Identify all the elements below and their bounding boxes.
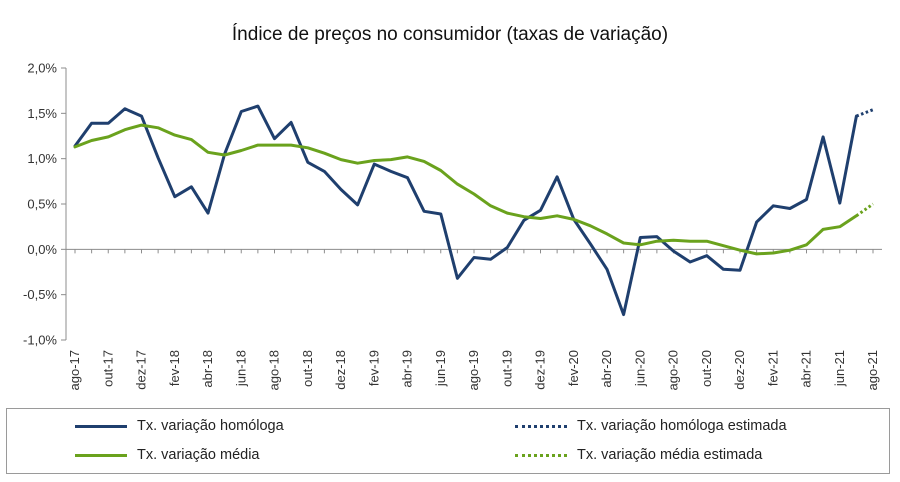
series-layer xyxy=(73,104,874,317)
legend-label-media: Tx. variação média xyxy=(137,447,260,463)
x-tick-label: dez-17 xyxy=(134,350,149,390)
legend-swatch-homologa xyxy=(75,424,127,428)
x-tick-label: dez-19 xyxy=(533,350,548,390)
legend: Tx. variação homóloga Tx. variação homól… xyxy=(6,408,890,474)
x-tick-label: jun-20 xyxy=(632,350,647,387)
line-chart: 2,0% 1,5% 1,0% 0,5% 0,0% -0,5% -1,0% ago-17 out… xyxy=(23,61,882,390)
y-tick-label: 1,0% xyxy=(27,151,57,166)
legend-swatch-homologa-estimada xyxy=(515,424,567,428)
x-tick-label: ago-21 xyxy=(865,350,880,390)
x-tick-label: abr-19 xyxy=(400,350,415,388)
series-line-1 xyxy=(855,108,874,118)
x-tick-label: jun-21 xyxy=(832,350,847,387)
legend-item-media-estimada: Tx. variação média estimada xyxy=(515,447,762,463)
x-tick-label: dez-18 xyxy=(333,350,348,390)
legend-label-homologa-estimada: Tx. variação homóloga estimada xyxy=(577,418,787,434)
legend-label-homologa: Tx. variação homóloga xyxy=(137,418,284,434)
x-tick-label: fev-20 xyxy=(566,350,581,386)
y-tick-labels: 2,0% 1,5% 1,0% 0,5% 0,0% -0,5% -1,0% xyxy=(23,61,57,348)
legend-item-media: Tx. variação média xyxy=(75,447,260,463)
x-tick-label: out-18 xyxy=(300,350,315,387)
x-tick-label: ago-20 xyxy=(666,350,681,390)
x-tick-label: out-19 xyxy=(499,350,514,387)
legend-item-homologa-estimada: Tx. variação homóloga estimada xyxy=(515,418,787,434)
x-tick-label: out-17 xyxy=(100,350,115,387)
y-tick-label: 0,5% xyxy=(27,197,57,212)
chart-title: Índice de preços no consumidor (taxas de… xyxy=(231,24,669,45)
y-tick-label: -0,5% xyxy=(23,287,57,302)
x-tick-label: abr-18 xyxy=(200,350,215,388)
x-tick-label: jun-18 xyxy=(233,350,248,387)
y-tick-label: 2,0% xyxy=(27,61,57,76)
x-tick-label: ago-18 xyxy=(267,350,282,390)
y-tick-label: -1,0% xyxy=(23,333,57,348)
x-tick-label: ago-19 xyxy=(466,350,481,390)
legend-label-media-estimada: Tx. variação média estimada xyxy=(577,447,763,463)
y-tick-label: 1,5% xyxy=(27,106,57,121)
legend-item-homologa: Tx. variação homóloga xyxy=(75,418,284,434)
legend-swatch-media-estimada xyxy=(515,453,567,457)
series-line-3 xyxy=(855,202,874,218)
x-tick-label: abr-21 xyxy=(799,350,814,388)
x-tick-labels: ago-17 out-17 dez-17 fev-18 abr-18 jun-18 ago-… xyxy=(67,350,880,390)
series-line-2 xyxy=(73,123,858,256)
x-tick-label: jun-19 xyxy=(433,350,448,387)
x-tick-label: fev-18 xyxy=(167,350,182,386)
x-tick-label: dez-20 xyxy=(732,350,747,390)
x-tick-label: ago-17 xyxy=(67,350,82,390)
x-tick-label: abr-20 xyxy=(599,350,614,388)
legend-swatch-media xyxy=(75,453,127,457)
chart-axes xyxy=(61,67,882,341)
series-line-0 xyxy=(73,104,858,317)
y-tick-label: 0,0% xyxy=(27,242,57,257)
x-tick-label: fev-19 xyxy=(366,350,381,386)
x-tick-label: out-20 xyxy=(699,350,714,387)
x-tick-label: fev-21 xyxy=(765,350,780,386)
